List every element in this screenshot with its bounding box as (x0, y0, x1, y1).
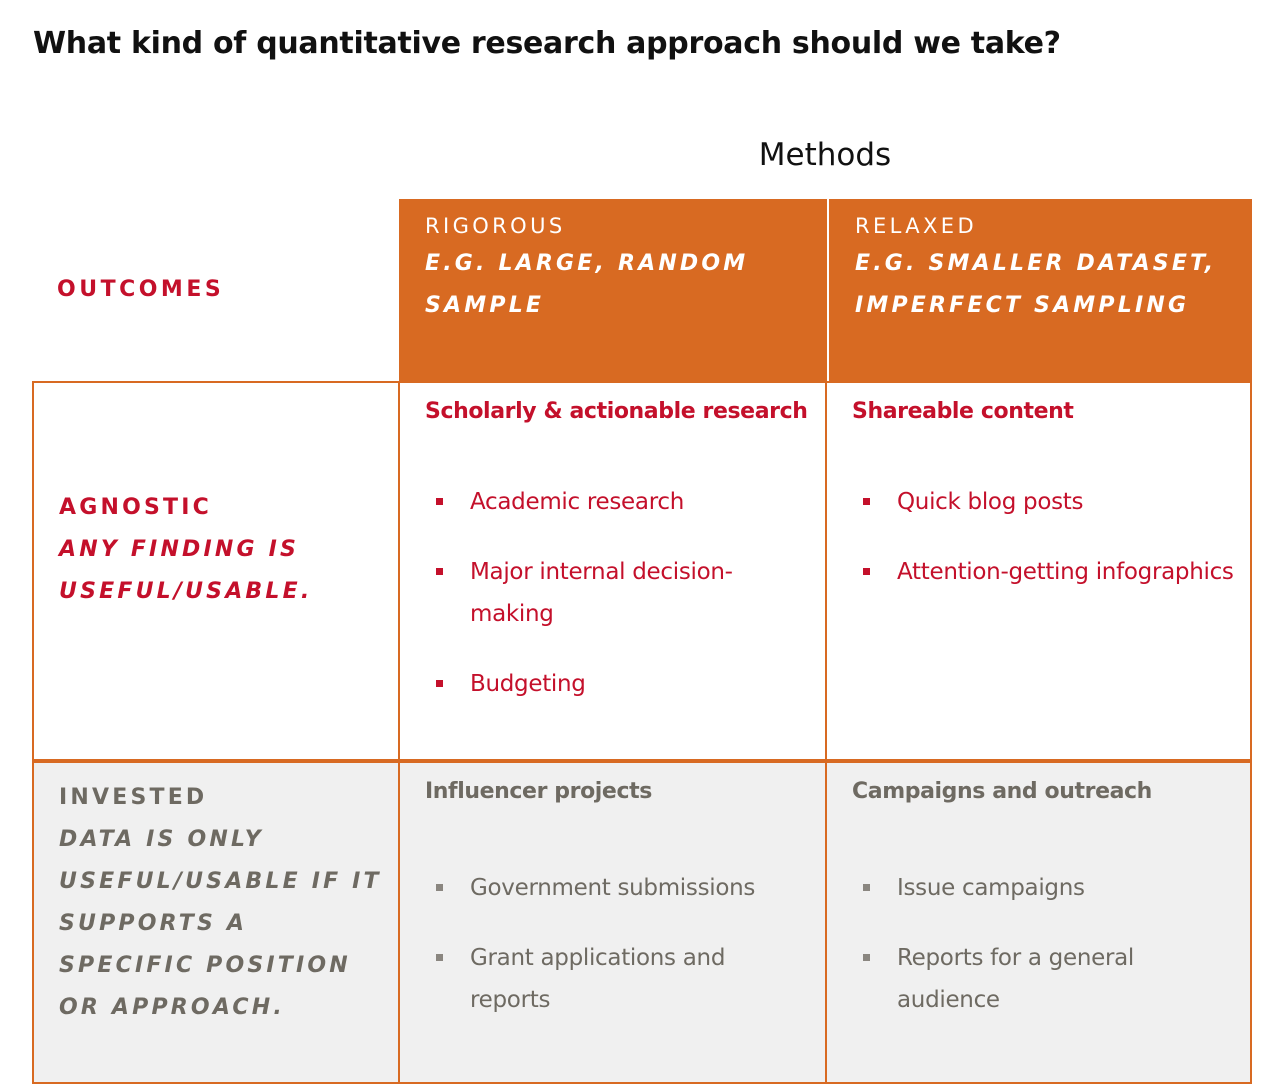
cell-invested-relaxed: Campaigns and outreach Issue campaigns R… (825, 761, 1252, 1084)
cell-title: Influencer projects (425, 779, 652, 804)
row-label: AGNOSTIC (59, 495, 212, 520)
list-item: Government submissions (436, 867, 809, 909)
column-label: RELAXED (855, 214, 978, 238)
row-sublabel: ANY FINDING IS USEFUL/USABLE. (59, 537, 313, 604)
list-item: Reports for a general audience (863, 937, 1234, 1021)
cell-title: Campaigns and outreach (852, 779, 1152, 804)
column-sublabel: E.G. SMALLER DATASET, IMPERFECT SAMPLING (855, 251, 1217, 318)
corner-cell: OUTCOMES (32, 199, 399, 381)
row-sublabel: DATA IS ONLY USEFUL/USABLE IF IT SUPPORT… (59, 827, 382, 1020)
bullet-square-icon (436, 680, 443, 687)
column-header-relaxed: RELAXED E.G. SMALLER DATASET, IMPERFECT … (827, 199, 1252, 381)
column-header-rigorous: RIGOROUS E.G. LARGE, RANDOM SAMPLE (399, 199, 827, 381)
bullet-square-icon (436, 498, 443, 505)
row-header-agnostic: AGNOSTIC ANY FINDING IS USEFUL/USABLE. (32, 381, 400, 761)
column-label: RIGOROUS (425, 214, 566, 238)
item-list: Issue campaigns Reports for a general au… (863, 867, 1234, 1049)
list-item: Budgeting (436, 663, 809, 705)
bullet-square-icon (436, 568, 443, 575)
bullet-square-icon (863, 954, 870, 961)
bullet-square-icon (863, 498, 870, 505)
page-title: What kind of quantitative research appro… (33, 26, 1061, 61)
bullet-square-icon (436, 884, 443, 891)
cell-agnostic-rigorous: Scholarly & actionable research Academic… (398, 381, 827, 761)
item-list: Academic research Major internal decisio… (436, 481, 809, 733)
cell-invested-rigorous: Influencer projects Government submissio… (398, 761, 827, 1084)
approach-matrix: OUTCOMES RIGOROUS E.G. LARGE, RANDOM SAM… (32, 199, 1252, 1084)
list-item: Issue campaigns (863, 867, 1234, 909)
list-item: Academic research (436, 481, 809, 523)
item-list: Quick blog posts Attention-getting infog… (863, 481, 1234, 621)
row-label: INVESTED (59, 785, 208, 810)
list-item: Grant applications and reports (436, 937, 809, 1021)
bullet-square-icon (863, 568, 870, 575)
list-item: Major internal decision-making (436, 551, 809, 635)
cell-title: Scholarly & actionable research (425, 399, 808, 424)
column-sublabel: E.G. LARGE, RANDOM SAMPLE (425, 251, 749, 318)
cell-title: Shareable content (852, 399, 1074, 424)
bullet-square-icon (863, 884, 870, 891)
bullet-square-icon (436, 954, 443, 961)
list-item: Quick blog posts (863, 481, 1234, 523)
list-item: Attention-getting infographics (863, 551, 1234, 593)
cell-agnostic-relaxed: Shareable content Quick blog posts Atten… (825, 381, 1252, 761)
outcomes-label: OUTCOMES (57, 277, 225, 302)
item-list: Government submissions Grant application… (436, 867, 809, 1049)
row-header-invested: INVESTED DATA IS ONLY USEFUL/USABLE IF I… (32, 761, 400, 1084)
methods-heading: Methods (758, 137, 892, 173)
